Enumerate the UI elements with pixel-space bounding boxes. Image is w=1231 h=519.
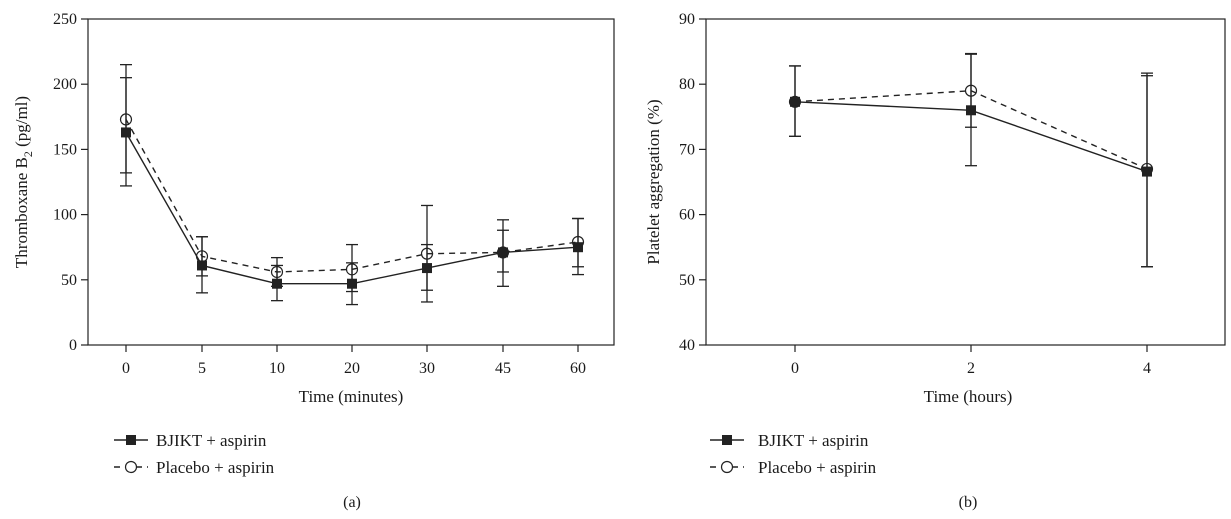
x-axis-title-b: Time (hours) [924, 387, 1013, 406]
series-a [119, 63, 585, 306]
x-axis-title-a: Time (minutes) [299, 387, 404, 406]
point-b-s0-0 [790, 96, 800, 107]
point-a-s0-5 [498, 247, 508, 258]
x-tick-label-b-2: 4 [1143, 360, 1151, 377]
y-axis-title-a: Thromboxane B2 (pg/ml) [12, 96, 35, 268]
legend-a-marker-1 [124, 460, 138, 474]
legend-b: BJIKT + aspirin Placebo + aspirin [710, 431, 877, 477]
point-a-s0-3 [347, 278, 357, 289]
y-tick-label-b-4: 80 [679, 76, 695, 93]
point-a-s1-6 [571, 235, 585, 249]
y-tick-label-b-3: 70 [679, 141, 695, 158]
x-tick-label-a-4: 30 [419, 360, 435, 377]
series-line-a-s1 [125, 119, 579, 273]
legend-a-item-0: BJIKT + aspirin [114, 431, 267, 450]
point-a-s0-0 [121, 127, 131, 138]
y-tick-label-a-5: 250 [53, 11, 77, 28]
point-a-s1-4 [420, 247, 434, 260]
y-tick-label-b-1: 50 [679, 272, 695, 289]
y-tick-label-a-0: 0 [69, 337, 77, 354]
x-tick-label-a-3: 20 [344, 360, 360, 377]
legend-a: BJIKT + aspirin Placebo + aspirin [114, 431, 275, 477]
y-tick-label-b-5: 90 [679, 11, 695, 28]
point-b-s0-1 [966, 105, 976, 116]
legend-a-marker-0 [126, 435, 136, 445]
panel-a: 0 50 100 150 200 250 0 5 10 20 30 45 60 Time (minut… [12, 11, 615, 511]
x-tick-label-a-1: 5 [198, 360, 206, 377]
point-a-s1-3 [345, 263, 359, 276]
legend-a-label-1: Placebo + aspirin [156, 458, 275, 477]
x-tick-label-a-6: 60 [570, 360, 586, 377]
x-tick-label-a-5: 45 [495, 360, 511, 377]
point-a-s0-2 [272, 278, 282, 289]
legend-b-label-0: BJIKT + aspirin [758, 431, 869, 450]
point-a-s1-1 [195, 250, 209, 263]
plot-frame-a [87, 18, 615, 346]
point-a-s0-4 [422, 263, 432, 274]
series-line-b-s1 [794, 90, 1148, 170]
y-ticks-a: 0 50 100 150 200 250 [53, 11, 88, 354]
point-a-s1-5 [496, 246, 510, 259]
x-tick-label-a-0: 0 [122, 360, 130, 377]
x-tick-label-b-0: 0 [791, 360, 799, 377]
x-ticks-b: 0 2 4 [791, 345, 1151, 377]
point-b-s1-1 [964, 84, 978, 97]
y-tick-label-b-0: 40 [679, 337, 695, 354]
legend-b-item-1: Placebo + aspirin [710, 458, 877, 477]
plot-frame-b [705, 18, 1226, 346]
panel-label-b: (b) [959, 494, 978, 511]
y-axis-title-a-main: Thromboxane B [12, 157, 31, 268]
y-ticks-b: 40 50 60 70 80 90 [679, 11, 706, 354]
panel-b: 40 50 60 70 80 90 0 2 4 Time (hours) Platelet a… [644, 11, 1226, 511]
y-axis-title-b: Platelet aggregation (%) [644, 99, 663, 264]
series-b [788, 52, 1154, 268]
point-a-s0-1 [197, 260, 207, 271]
y-axis-title-a-sub: 2 [21, 151, 35, 157]
y-tick-label-a-4: 200 [53, 76, 77, 93]
y-tick-label-a-2: 100 [53, 207, 77, 224]
y-axis-title-a-unit: (pg/ml) [12, 96, 31, 147]
point-a-s1-2 [270, 265, 284, 279]
legend-b-marker-1 [720, 460, 734, 474]
x-ticks-a: 0 5 10 20 30 45 60 [122, 345, 586, 377]
legend-b-label-1: Placebo + aspirin [758, 458, 877, 477]
point-a-s1-0 [119, 113, 133, 126]
legend-a-label-0: BJIKT + aspirin [156, 431, 267, 450]
y-tick-label-a-1: 50 [61, 272, 77, 289]
y-tick-label-a-3: 150 [53, 141, 77, 158]
point-b-s0-2 [1142, 166, 1152, 177]
x-tick-label-a-2: 10 [269, 360, 285, 377]
legend-b-item-0: BJIKT + aspirin [710, 431, 869, 450]
point-b-s1-0 [788, 95, 802, 108]
y-tick-label-b-2: 60 [679, 207, 695, 224]
point-b-s1-2 [1140, 162, 1154, 176]
panel-label-a: (a) [343, 494, 361, 511]
legend-a-item-1: Placebo + aspirin [114, 458, 275, 477]
legend-b-marker-0 [722, 435, 732, 445]
x-tick-label-b-1: 2 [967, 360, 975, 377]
